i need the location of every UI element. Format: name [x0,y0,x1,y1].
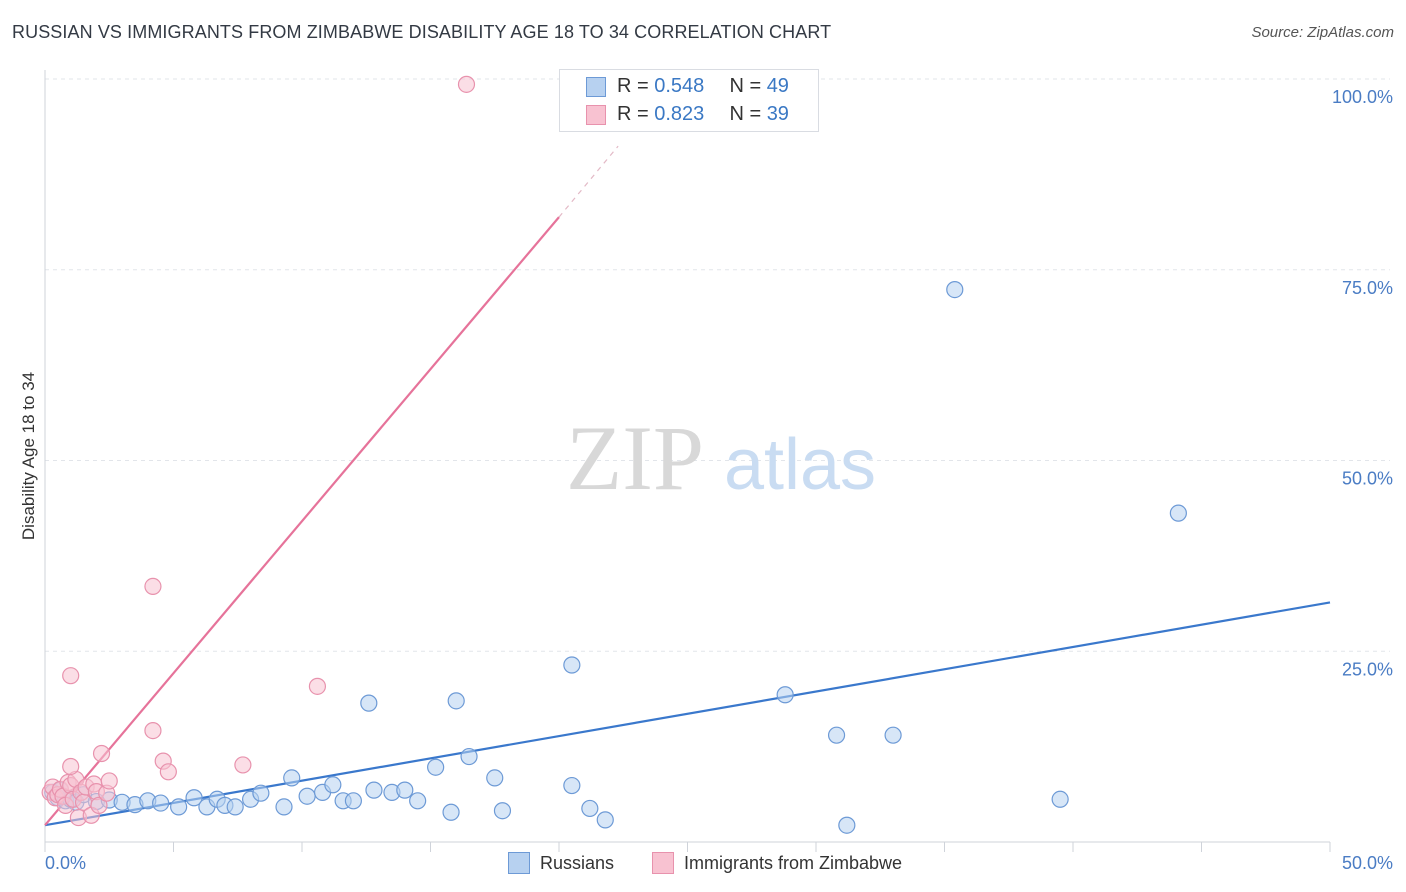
bottom-legend-russians: Russians [508,852,614,874]
russians-point [365,781,383,799]
legend-swatch-zimbabwe [586,105,606,125]
legend-r-zimbabwe: 0.823 [654,102,705,125]
russians-point [409,792,427,810]
russians-point [447,692,465,710]
russians-point [486,769,504,787]
russians-point [493,802,512,820]
zimbabwe-trend-line-extension [558,145,619,218]
zimbabwe-trend-line [44,216,560,826]
axes [44,70,1331,852]
zimbabwe-point [144,577,162,595]
bottom-legend-swatch-russians [508,852,530,874]
russians-point [1051,790,1069,808]
russians-point [581,799,599,818]
data-points [41,75,1187,834]
bottom-legend-label-russians: Russians [540,852,615,873]
zimbabwe-point [92,744,111,763]
russians-point [185,789,203,807]
russians-point [275,798,293,816]
legend-box: R = 0.548 N = 49 R = 0.823 N = 39 [559,69,819,132]
y-tick-label: 50.0% [1342,469,1393,489]
legend-r-russians: 0.548 [654,74,705,97]
y-axis-label: Disability Age 18 to 34 [19,372,38,540]
zimbabwe-point [457,75,476,93]
zimbabwe-point [234,756,252,774]
russians-point [827,726,846,744]
zimbabwe-point [144,722,162,740]
source-label: Source: ZipAtlas.com [1251,24,1394,41]
watermark-atlas: atlas [724,425,876,505]
chart-title: RUSSIAN VS IMMIGRANTS FROM ZIMBABWE DISA… [12,22,832,42]
legend-r-label: R = [617,102,649,125]
zimbabwe-point [62,757,80,776]
russians-point [152,794,170,812]
zimbabwe-point [62,667,80,685]
legend-n-russians: 49 [766,74,789,97]
y-tick-labels: 25.0% 50.0% 75.0% 100.0% [1332,87,1393,679]
watermark-zip: ZIP [566,407,704,509]
x-tick-labels: 0.0% 50.0% [45,853,1393,873]
russians-point [324,776,342,794]
russians-point [344,792,362,810]
russians-point [1169,504,1187,522]
russians-point [838,816,856,834]
bottom-legend-label-zimbabwe: Immigrants from Zimbabwe [684,852,903,873]
russians-point [427,758,445,776]
russians-point [283,769,301,787]
legend-r-label: R = [617,74,649,97]
russians-point [396,781,414,799]
russians-point [252,784,270,802]
grid-lines [45,78,1390,652]
legend-n-label: N = [729,102,762,125]
zimbabwe-point [100,772,118,790]
russians-point [170,798,188,816]
russians-point [563,776,581,795]
russians-point [442,803,460,821]
y-tick-label: 100.0% [1332,87,1393,107]
legend-swatch-russians [586,77,606,97]
russians-trend-line [44,601,1331,827]
x-tick-label: 0.0% [45,853,86,873]
russians-point [460,747,478,766]
russians-point [226,798,244,816]
watermark: ZIP atlas [566,407,876,509]
y-tick-label: 75.0% [1342,278,1393,298]
zimbabwe-point [159,763,177,781]
russians-point [776,686,794,704]
russians-point [360,694,378,712]
russians-point [563,656,581,674]
x-tick-label: 50.0% [1342,853,1393,873]
russians-point [884,726,902,744]
russians-point [298,787,316,805]
russians-point [946,280,964,299]
zimbabwe-point [90,796,108,814]
russians-point [596,811,614,829]
legend-n-label: N = [729,74,762,97]
zimbabwe-point [308,677,327,695]
legend-n-zimbabwe: 39 [766,102,789,125]
bottom-legend-zimbabwe: Immigrants from Zimbabwe [652,852,902,874]
y-tick-label: 25.0% [1342,659,1393,679]
bottom-legend-swatch-zimbabwe [652,852,674,874]
